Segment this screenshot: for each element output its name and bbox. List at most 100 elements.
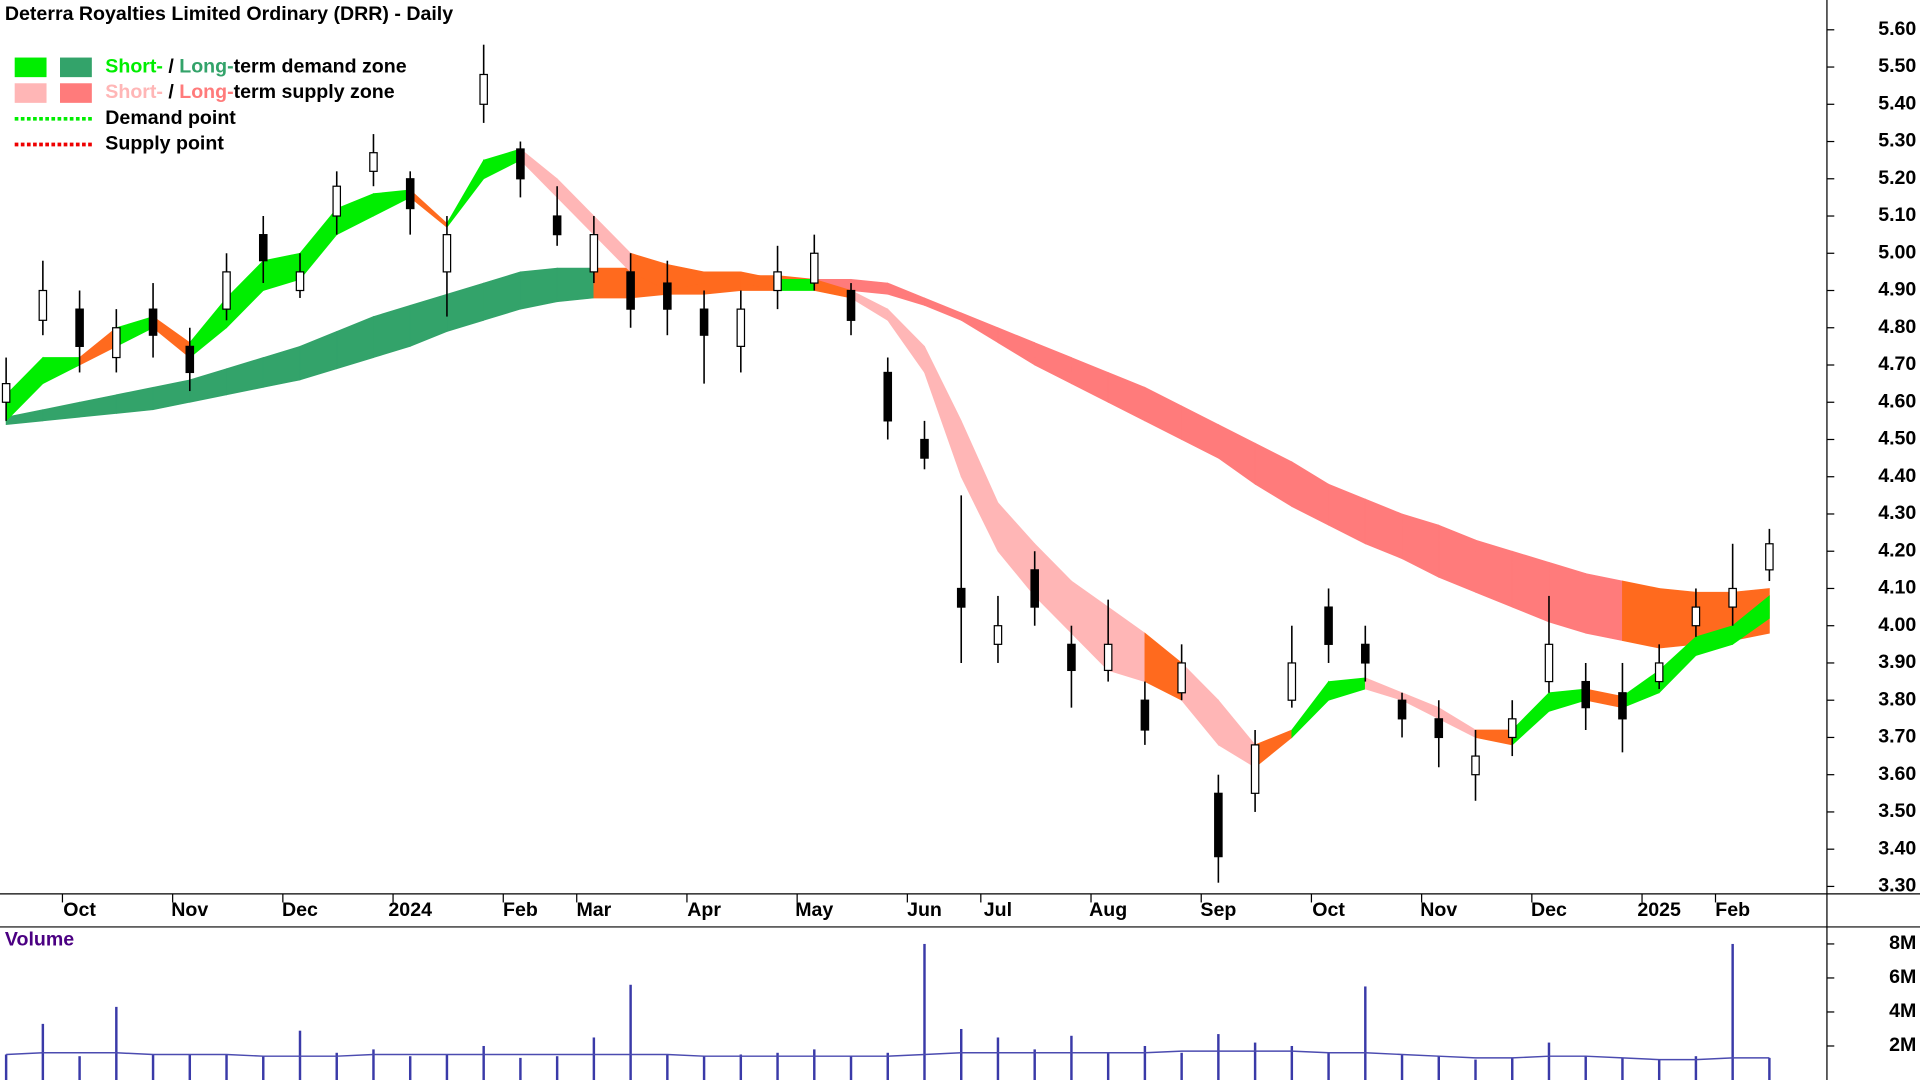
legend-text-part: Long- bbox=[179, 56, 233, 78]
zone-segment bbox=[1181, 405, 1219, 459]
volume-bar bbox=[1584, 1056, 1587, 1080]
legend-text-part: / bbox=[163, 81, 179, 103]
y-tick-label: 5.00 bbox=[1878, 241, 1916, 263]
volume-bar bbox=[1364, 986, 1367, 1080]
zone-segment bbox=[299, 330, 338, 381]
y-tick-label: 5.20 bbox=[1878, 167, 1916, 189]
volume-bar bbox=[702, 1056, 706, 1080]
zone-segment bbox=[997, 327, 1036, 366]
zone-segment bbox=[1291, 461, 1329, 526]
zone-segment bbox=[1658, 588, 1697, 649]
zone-segment bbox=[960, 420, 999, 552]
volume-bar bbox=[629, 984, 632, 1080]
zone-segment bbox=[1254, 729, 1293, 769]
y-tick-label: 4.70 bbox=[1878, 353, 1916, 375]
candle-body bbox=[1250, 744, 1260, 794]
x-tick-label: Dec bbox=[1531, 899, 1567, 921]
zone-segment bbox=[1071, 580, 1109, 672]
zone-segment bbox=[42, 357, 80, 385]
candle-body bbox=[1471, 755, 1480, 776]
zone-segment bbox=[887, 308, 925, 374]
volume-bar bbox=[4, 1054, 8, 1080]
candle-body bbox=[38, 289, 48, 321]
legend-swatch bbox=[14, 57, 47, 78]
candle-body bbox=[332, 185, 342, 217]
candle-body bbox=[736, 308, 746, 347]
volume-bar bbox=[886, 1052, 889, 1080]
legend-swatch bbox=[60, 83, 92, 103]
candle-body bbox=[148, 308, 158, 336]
volume-bar bbox=[960, 1028, 963, 1080]
zone-segment bbox=[1438, 706, 1476, 739]
zone-segment bbox=[1622, 669, 1660, 709]
zone-segment bbox=[924, 346, 962, 477]
zone-segment bbox=[79, 394, 117, 418]
x-tick-label: Oct bbox=[63, 899, 96, 921]
volume-bar bbox=[151, 1054, 155, 1080]
volume-bar bbox=[78, 1056, 81, 1080]
zone-segment bbox=[850, 278, 889, 295]
y-tick-label: 3.30 bbox=[1878, 875, 1916, 897]
candle-body bbox=[1581, 680, 1590, 709]
zone-segment bbox=[1107, 371, 1146, 422]
zone-segment bbox=[1364, 677, 1403, 701]
zone-segment bbox=[1364, 498, 1403, 560]
zone-segment bbox=[520, 148, 558, 199]
zone-segment bbox=[1328, 677, 1366, 701]
zone-segment bbox=[152, 379, 191, 411]
legend-text: Short- / Long-term supply zone bbox=[105, 81, 394, 103]
y-tick-label: 6M bbox=[1889, 966, 1916, 988]
volume-bar bbox=[41, 1023, 45, 1080]
candle-body bbox=[479, 73, 488, 105]
candle-body bbox=[1654, 662, 1664, 683]
y-tick-label: 4.60 bbox=[1878, 390, 1916, 412]
legend-swatch bbox=[60, 57, 92, 78]
candle-body bbox=[1177, 662, 1186, 694]
legend-text-part: Short- bbox=[105, 81, 163, 103]
candle-body bbox=[699, 308, 709, 336]
chart-title: Deterra Royalties Limited Ordinary (DRR)… bbox=[5, 3, 453, 25]
zone-segment bbox=[777, 278, 815, 291]
zone-segment bbox=[1144, 386, 1182, 441]
candle-body bbox=[589, 234, 599, 273]
y-tick-label: 2M bbox=[1889, 1034, 1916, 1056]
zone-segment bbox=[483, 148, 521, 180]
y-tick-label: 4.30 bbox=[1878, 502, 1916, 524]
zone-segment bbox=[593, 215, 631, 273]
volume-bar bbox=[262, 1056, 265, 1080]
candle-body bbox=[1103, 643, 1113, 672]
volume-bar bbox=[1143, 1045, 1147, 1080]
volume-bar bbox=[298, 1030, 302, 1080]
y-tick-label: 5.50 bbox=[1878, 55, 1916, 77]
volume-bar bbox=[445, 1054, 449, 1080]
zone-segment bbox=[1548, 561, 1587, 634]
x-tick-label: Nov bbox=[1420, 899, 1457, 921]
legend-text-part: / bbox=[163, 56, 179, 78]
volume-average-line bbox=[6, 1050, 1770, 1061]
zone-segment bbox=[42, 401, 80, 422]
candle-body bbox=[1691, 606, 1701, 627]
volume-bar bbox=[1180, 1052, 1183, 1080]
x-tick-label: Dec bbox=[282, 899, 318, 921]
zone-segment bbox=[997, 501, 1036, 597]
legend-text-part: term supply zone bbox=[234, 81, 395, 103]
zone-segment bbox=[1218, 699, 1256, 768]
volume-bar bbox=[1070, 1035, 1073, 1080]
y-tick-label: 4.40 bbox=[1878, 465, 1916, 487]
zone-segment bbox=[1401, 513, 1440, 578]
zone-segment bbox=[556, 177, 595, 236]
zone-segment bbox=[887, 282, 925, 306]
zone-segment bbox=[1548, 688, 1587, 712]
zone-segment bbox=[226, 259, 264, 329]
candle-body bbox=[773, 271, 782, 292]
y-tick-label: 4M bbox=[1889, 1000, 1916, 1022]
candle-body bbox=[516, 148, 525, 180]
candle-body bbox=[956, 587, 966, 608]
volume-bar bbox=[1694, 1056, 1698, 1080]
volume-bar bbox=[813, 1049, 816, 1080]
volume-bar bbox=[1768, 1057, 1771, 1080]
candle-body bbox=[1765, 543, 1774, 571]
zone-segment bbox=[446, 158, 485, 229]
y-tick-label: 3.90 bbox=[1878, 651, 1916, 673]
